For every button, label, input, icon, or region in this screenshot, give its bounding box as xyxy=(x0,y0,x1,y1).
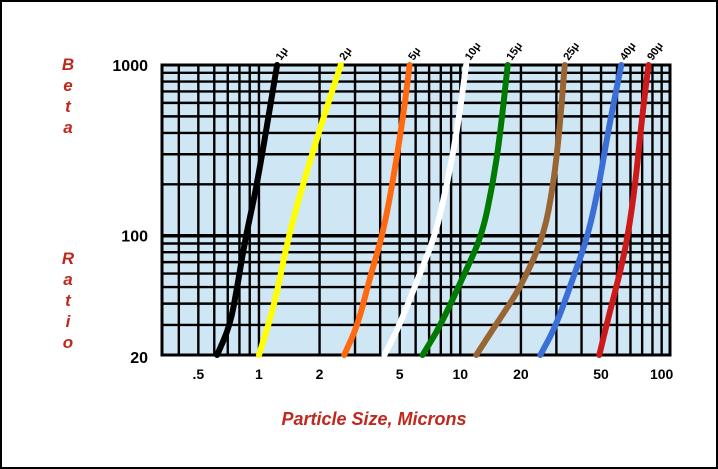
series-label: 15μ xyxy=(504,40,525,62)
y-tick-label: 1000 xyxy=(112,58,148,75)
x-axis-label: Particle Size, Microns xyxy=(281,409,466,429)
y-axis-label-letter: i xyxy=(66,312,72,331)
series-label: 10μ xyxy=(463,40,484,62)
series-line xyxy=(419,62,511,358)
series-line xyxy=(596,62,652,358)
grid-lines xyxy=(160,63,672,357)
series-line xyxy=(537,62,625,358)
series-line xyxy=(381,62,470,358)
series-label: 5μ xyxy=(406,45,423,62)
y-axis-label-letter: B xyxy=(62,55,74,74)
series-line xyxy=(473,62,568,358)
series-line xyxy=(256,62,344,358)
x-tick-label: 5 xyxy=(396,366,404,382)
series-line xyxy=(341,62,413,358)
y-axis-label-letter: t xyxy=(65,97,72,116)
x-tick-label: 10 xyxy=(453,366,469,382)
series-curves: 1μ 2μ 5μ 10μ 15μ 25μ 40μ 90μ xyxy=(214,40,666,358)
x-tick-label: 50 xyxy=(593,366,609,382)
x-tick-label: 1 xyxy=(255,366,263,382)
x-tick-label: .5 xyxy=(192,366,204,382)
y-axis-label-letter: R xyxy=(62,249,75,268)
series-line xyxy=(214,62,281,358)
series-label: 90μ xyxy=(645,40,666,62)
y-tick-label: 20 xyxy=(130,350,148,367)
plot-border xyxy=(160,63,672,357)
y-tick-label: 100 xyxy=(121,229,148,246)
y-axis-label-letter: o xyxy=(63,333,73,352)
series-label: 25μ xyxy=(561,40,582,62)
tick-labels: 1000 100 20 .5 1 2 5 10 20 50 100 xyxy=(112,58,673,382)
series-label: 40μ xyxy=(618,40,639,62)
series-label: 2μ xyxy=(337,45,354,62)
y-axis-label-letter: a xyxy=(63,270,72,289)
x-tick-label: 2 xyxy=(316,366,324,382)
x-tick-label: 20 xyxy=(513,366,529,382)
y-axis-label-letter: e xyxy=(63,76,72,95)
x-tick-label: 100 xyxy=(650,366,674,382)
series-label: 1μ xyxy=(274,45,291,62)
y-axis-label-letter: t xyxy=(65,291,72,310)
y-axis-label-letter: a xyxy=(63,118,72,137)
